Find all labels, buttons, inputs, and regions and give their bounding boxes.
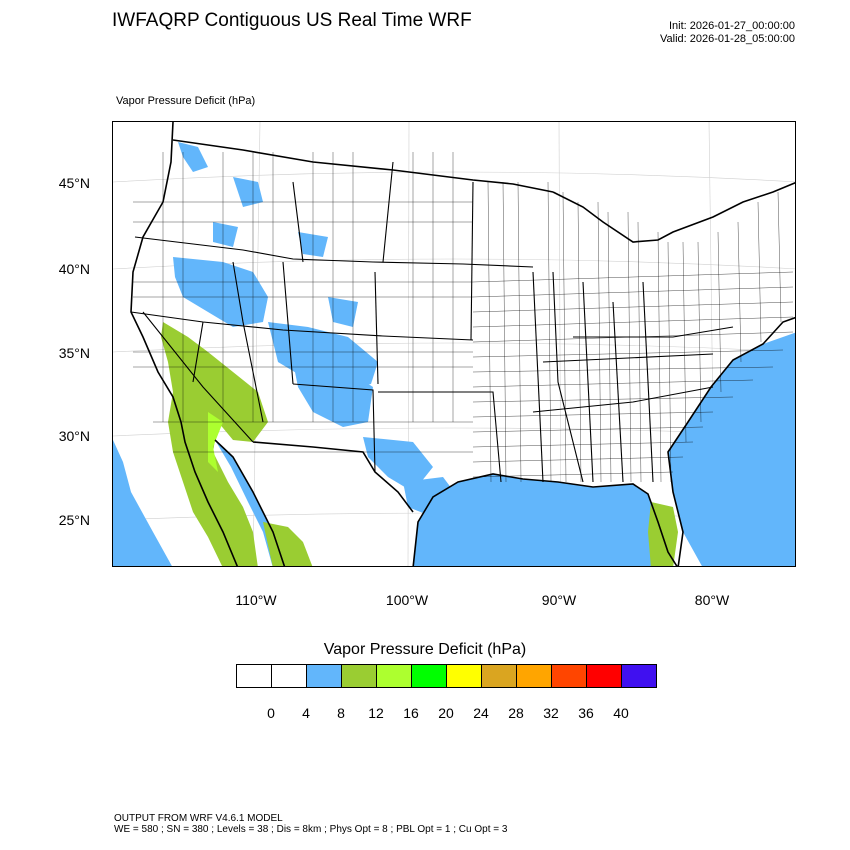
legend-title: Vapor Pressure Deficit (hPa) bbox=[323, 641, 527, 658]
colorbar bbox=[236, 664, 657, 688]
lat-label-40: 40°N bbox=[58, 261, 90, 277]
colorbar-box bbox=[341, 664, 377, 688]
colorbar-tick-label: 4 bbox=[302, 705, 310, 721]
lat-label-30: 30°N bbox=[58, 428, 90, 444]
colorbar-tick-label: 40 bbox=[613, 705, 629, 721]
colorbar-box bbox=[376, 664, 412, 688]
lat-label-45: 45°N bbox=[58, 175, 90, 191]
plot-title: IWFAQRP Contiguous US Real Time WRF bbox=[112, 10, 472, 31]
colorbar-box bbox=[586, 664, 622, 688]
lon-label-100: 100°W bbox=[385, 592, 429, 608]
footer-config-line: WE = 580 ; SN = 380 ; Levels = 38 ; Dis … bbox=[114, 824, 508, 835]
colorbar-box bbox=[621, 664, 657, 688]
colorbar-box bbox=[411, 664, 447, 688]
colorbar-box bbox=[271, 664, 307, 688]
coastlines bbox=[130, 122, 795, 566]
colorbar-tick-label: 16 bbox=[403, 705, 419, 721]
lat-label-35: 35°N bbox=[58, 345, 90, 361]
colorbar-tick-label: 24 bbox=[473, 705, 489, 721]
lat-label-25: 25°N bbox=[58, 512, 90, 528]
vpd-8-12-mexico bbox=[263, 522, 313, 566]
colorbar-box bbox=[516, 664, 552, 688]
colorbar-box bbox=[481, 664, 517, 688]
lon-label-110: 110°W bbox=[235, 592, 277, 608]
colorbar-tick-label: 8 bbox=[337, 705, 345, 721]
model-footer: OUTPUT FROM WRF V4.6.1 MODEL WE = 580 ; … bbox=[114, 813, 507, 835]
colorbar-tick-label: 0 bbox=[267, 705, 275, 721]
colorbar-tick-label: 32 bbox=[543, 705, 559, 721]
map-panel bbox=[112, 121, 796, 567]
init-time: Init: 2026-01-27_00:00:00 bbox=[669, 20, 795, 32]
colorbar-tick-label: 12 bbox=[368, 705, 384, 721]
footer-model-line: OUTPUT FROM WRF V4.6.1 MODEL bbox=[114, 813, 283, 824]
colorbar-box bbox=[551, 664, 587, 688]
colorbar-box bbox=[236, 664, 272, 688]
run-times: Init: 2026-01-27_00:00:00 Valid: 2026-01… bbox=[660, 20, 795, 46]
colorbar-tick-label: 28 bbox=[508, 705, 524, 721]
lon-label-80: 80°W bbox=[694, 592, 730, 608]
atlantic-ocean bbox=[668, 332, 795, 566]
map-canvas bbox=[113, 122, 795, 566]
vpd-12-16-region bbox=[208, 412, 223, 472]
vpd-8-12-florida bbox=[648, 502, 678, 566]
lon-label-90: 90°W bbox=[541, 592, 577, 608]
colorbar-box bbox=[306, 664, 342, 688]
field-label: Vapor Pressure Deficit (hPa) bbox=[116, 95, 256, 107]
valid-time: Valid: 2026-01-28_05:00:00 bbox=[660, 33, 795, 45]
colorbar-tick-label: 36 bbox=[578, 705, 594, 721]
vpd-8-12-region bbox=[161, 322, 268, 566]
gulf-of-mexico bbox=[413, 474, 661, 566]
colorbar-box bbox=[446, 664, 482, 688]
pacific-ocean bbox=[113, 440, 172, 566]
state-borders bbox=[130, 161, 734, 483]
colorbar-tick-label: 20 bbox=[438, 705, 454, 721]
county-borders bbox=[133, 152, 794, 483]
